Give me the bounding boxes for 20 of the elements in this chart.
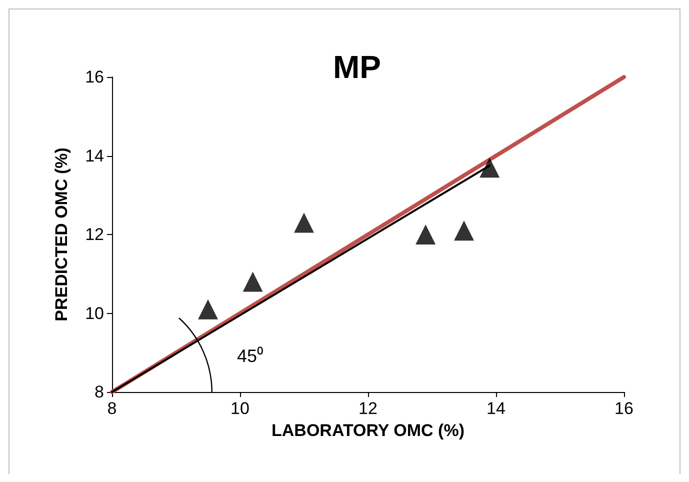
point — [454, 220, 474, 241]
y-tick-label: 14 — [85, 146, 104, 166]
x-tick-label: 14 — [486, 399, 506, 418]
y-tick-label: 12 — [85, 225, 104, 244]
x-axis-title: LABORATORY OMC (%) — [272, 421, 464, 440]
x-tick-label: 16 — [614, 399, 634, 418]
y-axis-title: PREDICTED OMC (%) — [52, 148, 71, 322]
y-tick-label: 8 — [94, 382, 104, 402]
annotation: 45⁰ — [237, 346, 264, 366]
y-tick-label: 10 — [85, 304, 104, 323]
point — [480, 158, 500, 178]
x-tick-label: 10 — [230, 399, 250, 418]
point — [294, 212, 314, 233]
point — [242, 272, 263, 292]
x-tick-label: 12 — [358, 399, 378, 418]
point — [198, 299, 218, 320]
chart-title: MP — [333, 49, 381, 85]
point — [416, 224, 436, 244]
y-tick-label: 16 — [85, 68, 104, 86]
x-tick-label: 8 — [107, 399, 117, 418]
